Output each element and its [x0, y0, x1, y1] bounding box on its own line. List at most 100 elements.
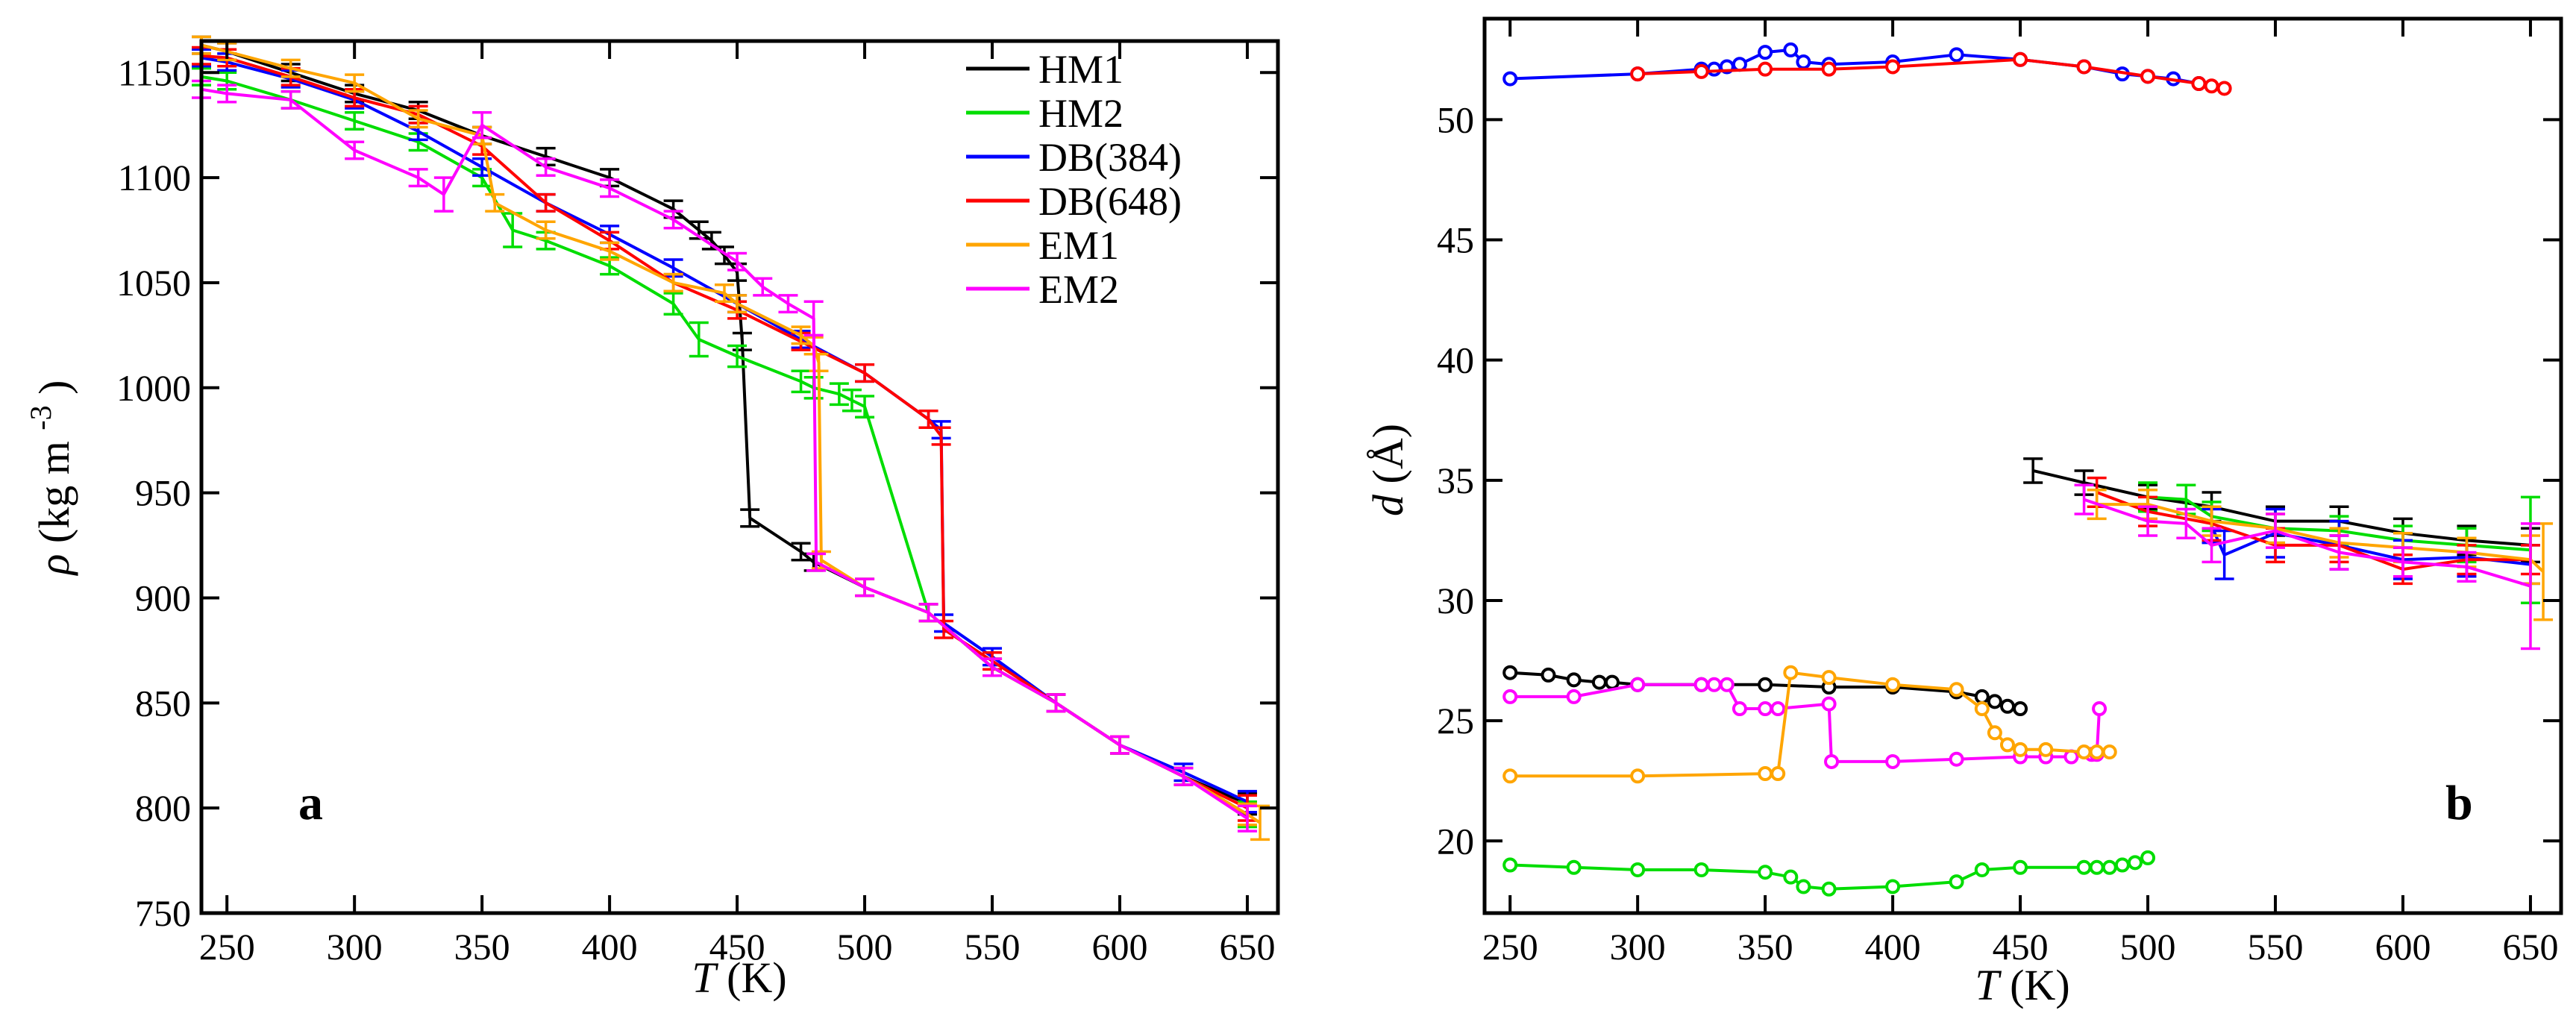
panel-a-xtick-label: 350 — [454, 926, 510, 968]
errorbar-hm1 — [732, 331, 752, 351]
marker-hm2-low-t — [1783, 869, 1799, 885]
marker-hm2-low-t — [1796, 879, 1811, 894]
errorbar-em2 — [1173, 766, 1194, 786]
marker-em1-low-t — [1885, 677, 1901, 692]
panel-b-ytick-label: 30 — [1437, 580, 1474, 621]
marker-em2-low-t — [1502, 689, 1518, 704]
panel-a-xlabel-symbol: T — [692, 953, 718, 1002]
legend-label: HM2 — [1038, 91, 1124, 136]
panel-a-ytick-label: 950 — [135, 472, 191, 514]
marker-db-384-low-t — [1758, 45, 1773, 60]
panel-a-ylabel-close: ) — [30, 380, 78, 395]
marker-em2-low-t — [1630, 677, 1646, 692]
marker-em2-low-t — [1949, 751, 1964, 767]
panel-a: 250 300 350 400 450 500 550 600 650 750 800 850 900 9… — [24, 35, 1280, 1002]
marker-em2-low-t — [1566, 689, 1582, 704]
errorbar-em2 — [918, 603, 938, 623]
panel-a-xtick-label: 500 — [837, 926, 893, 968]
errorbar-em2-high-t — [2176, 507, 2196, 539]
panel-a-frame — [199, 39, 1280, 915]
marker-hm1-low-t — [1987, 694, 2002, 709]
errorbar-em2-high-t — [2329, 534, 2349, 571]
errorbar-em2 — [1237, 804, 1257, 833]
errorbar-em2-high-t — [2138, 505, 2158, 537]
marker-hm2-low-t — [2127, 855, 2143, 871]
panel-a-xtick-label: 450 — [709, 926, 765, 968]
panel-b-plot-area — [1502, 42, 2554, 897]
marker-hm2-low-t — [1758, 865, 1773, 880]
panel-a-ytick-label: 850 — [135, 682, 191, 724]
marker-em1-low-t — [1770, 766, 1786, 782]
panel-a-ytick-label: 1150 — [118, 51, 191, 93]
marker-db-648-low-t — [1758, 61, 1773, 77]
errorbar-em1 — [663, 272, 683, 292]
marker-hm2-low-t — [1821, 881, 1837, 897]
errorbar-em2 — [1109, 735, 1129, 755]
marker-hm1-low-t — [1604, 674, 1620, 690]
errorbar-em2 — [600, 178, 620, 198]
panel-b-xtick-label: 600 — [2375, 926, 2431, 968]
marker-hm1-low-t — [1502, 665, 1518, 680]
errorbar-em2 — [753, 277, 773, 297]
panel-b-xtick-label: 450 — [1993, 926, 2049, 968]
panel-b-ylabel-symbol: d — [1364, 494, 1412, 516]
errorbar-hm1-high-t — [2023, 457, 2043, 484]
panel-a-xtick-label: 550 — [965, 926, 1021, 968]
marker-db-648-low-t — [2076, 59, 2092, 75]
panel-b-xtick-label: 250 — [1482, 926, 1538, 968]
errorbar-em1 — [791, 325, 811, 345]
panel-b-xlabel-symbol: T — [1975, 961, 2002, 1009]
marker-hm1-low-t — [1974, 689, 1990, 704]
errorbar-db-648 — [536, 192, 556, 213]
errorbar-em2 — [663, 210, 683, 230]
panel-a-ytick-label: 750 — [135, 892, 191, 934]
marker-em1-low-t — [1502, 768, 1518, 784]
marker-em2-low-t — [1885, 753, 1901, 769]
panel-a-axes: 250 300 350 400 450 500 550 600 650 750 800 850 900 9… — [116, 41, 1278, 968]
marker-hm2-low-t — [1566, 859, 1582, 875]
panel-a-xtick-label: 400 — [582, 926, 638, 968]
marker-em2-low-t — [1732, 701, 1747, 717]
panel-a-ytick-label: 1100 — [118, 157, 191, 198]
panel-b-xtick-label: 400 — [1865, 926, 1921, 968]
marker-em1-low-t — [2102, 744, 2117, 760]
marker-hm2-low-t — [2089, 859, 2105, 875]
marker-db-648-low-t — [1693, 63, 1709, 79]
errorbar-em2-high-t — [2074, 483, 2094, 515]
series-line-db-648-high-t — [2096, 491, 2530, 571]
errorbar-hm2 — [727, 344, 748, 369]
errorbar-em2 — [983, 657, 1003, 677]
marker-em1-low-t — [2038, 742, 2054, 757]
errorbar-em2 — [472, 111, 492, 139]
marker-db-648-low-t — [2013, 51, 2028, 67]
errorbar-em2 — [408, 168, 428, 188]
marker-hm1-low-t — [1591, 674, 1607, 690]
panel-b-ytick-label: 25 — [1437, 700, 1474, 742]
marker-hm2-low-t — [1693, 862, 1709, 877]
errorbar-hm2 — [345, 111, 365, 131]
marker-em2-low-t — [1824, 753, 1840, 769]
errorbar-em2 — [727, 251, 748, 272]
errorbar-em1 — [281, 58, 301, 78]
marker-em1-low-t — [1949, 682, 1964, 697]
panel-b-ytick-label: 45 — [1437, 219, 1474, 261]
errorbar-em2 — [281, 90, 301, 110]
legend-label: EM2 — [1038, 267, 1119, 312]
panel-b-xlabel-unit: (K) — [2010, 961, 2070, 1009]
panel-a-xlabel-unit: (K) — [727, 953, 787, 1002]
marker-hm1-low-t — [2013, 701, 2028, 717]
errorbar-em2-high-t — [2457, 551, 2477, 583]
panel-a-plot-area — [192, 35, 1270, 841]
errorbar-em2 — [778, 294, 798, 314]
marker-hm2-low-t — [2102, 859, 2117, 875]
errorbar-db-648 — [855, 363, 875, 383]
errorbar-em2 — [433, 176, 454, 213]
marker-em2-low-t — [1758, 701, 1773, 717]
marker-em1-low-t — [1987, 725, 2002, 741]
errorbar-em1 — [536, 220, 556, 240]
marker-db-648-low-t — [1821, 61, 1837, 77]
marker-db-648-low-t — [1630, 66, 1646, 82]
marker-hm2-low-t — [2114, 857, 2130, 873]
errorbar-em2 — [536, 157, 556, 178]
marker-db-384-low-t — [1949, 47, 1964, 63]
